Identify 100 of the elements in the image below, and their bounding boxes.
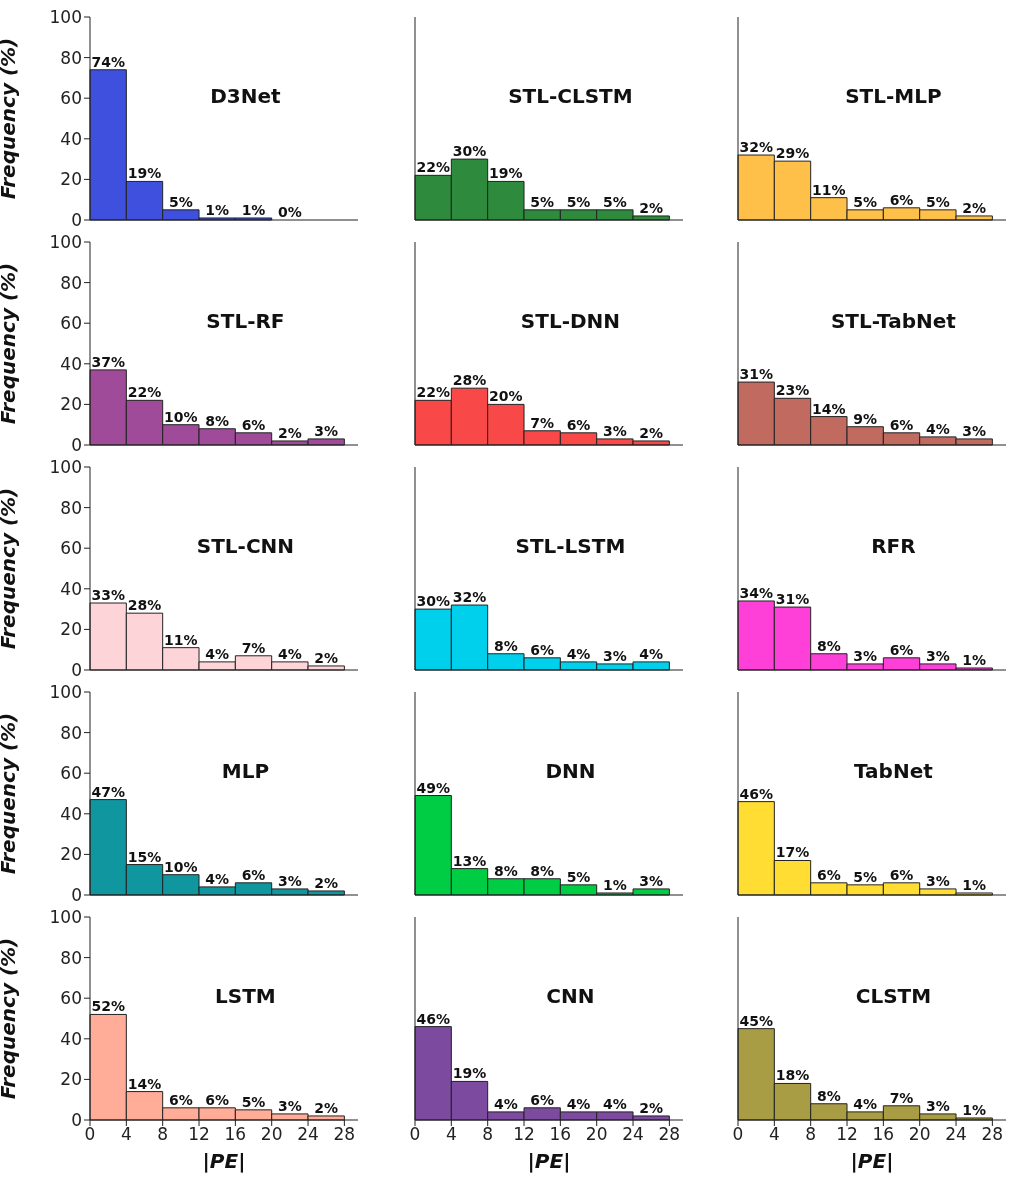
data-label: 5% (602, 193, 627, 210)
data-label: 7% (889, 1089, 914, 1106)
data-label: 4% (853, 1095, 878, 1112)
x-tick-label: 4 (120, 1124, 132, 1145)
data-label: 3% (925, 872, 950, 889)
data-label: 5% (925, 193, 950, 210)
data-label: 1% (602, 876, 627, 893)
data-label: 13% (452, 852, 487, 869)
data-label: 46% (739, 785, 773, 802)
data-label: 46% (416, 1010, 450, 1027)
data-label: 14% (127, 1075, 162, 1092)
y-tick-label: 80 (60, 947, 82, 968)
y-tick-label: 60 (60, 538, 82, 559)
x-tick-label: 24 (297, 1124, 319, 1145)
x-tick-label: 8 (157, 1124, 169, 1145)
data-label: 8% (816, 637, 841, 654)
data-label: 29% (775, 145, 810, 162)
data-label: 3% (277, 872, 302, 889)
data-label: 4% (925, 420, 950, 437)
data-label: 31% (739, 366, 773, 383)
data-label: 6% (168, 1091, 193, 1108)
y-tick-label: 40 (60, 353, 82, 374)
text: CLSTM (854, 983, 933, 1008)
data-label: 49% (416, 779, 450, 796)
data-label: 22% (416, 384, 450, 401)
data-label: 3% (853, 647, 878, 664)
data-label: 11% (812, 181, 846, 198)
data-label: 1% (241, 201, 266, 218)
x-tick-label: 8 (482, 1124, 494, 1145)
data-label: 2% (639, 199, 664, 216)
y-tick-label: 40 (60, 578, 82, 599)
data-label: 6% (530, 1091, 555, 1108)
x-tick-label: 0 (84, 1124, 96, 1145)
x-tick-label: 16 (872, 1124, 895, 1145)
data-label: 4% (493, 1095, 518, 1112)
data-label: 3% (962, 422, 987, 439)
y-tick-label: 40 (60, 128, 82, 149)
data-label: 10% (164, 858, 198, 875)
y-tick-label: 100 (49, 682, 82, 703)
x-tick-label: 24 (622, 1124, 644, 1145)
y-tick-label: 0 (71, 210, 82, 231)
data-label: 5% (241, 1093, 266, 1110)
y-tick-label: 40 (60, 1028, 82, 1049)
data-label: 6% (889, 641, 914, 658)
y-axis-title: Frequency (%) (0, 37, 21, 200)
data-label: 28% (127, 597, 162, 614)
data-label: 3% (639, 872, 664, 889)
text: STL-LSTM (514, 533, 627, 558)
data-label: 30% (416, 593, 450, 610)
data-label: 2% (277, 424, 302, 441)
x-axis-title: |PE| (850, 1149, 894, 1173)
data-label: 3% (602, 422, 627, 439)
y-tick-label: 80 (60, 272, 82, 293)
data-label: 45% (739, 1012, 773, 1029)
x-tick-label: 20 (585, 1124, 608, 1145)
x-tick-label: 0 (409, 1124, 421, 1145)
x-tick-label: 20 (260, 1124, 283, 1145)
data-label: 6% (530, 641, 555, 658)
data-label: 2% (314, 874, 339, 891)
data-label: 10% (164, 408, 198, 425)
data-label: 31% (775, 591, 810, 608)
text: STL-MLP (844, 83, 943, 108)
data-label: 4% (566, 1095, 591, 1112)
data-label: 3% (925, 647, 950, 664)
y-tick-label: 80 (60, 47, 82, 68)
x-tick-label: 28 (658, 1124, 681, 1145)
y-tick-label: 60 (60, 763, 82, 784)
data-label: 6% (889, 191, 914, 208)
data-label: 6% (205, 1091, 230, 1108)
data-label: 7% (241, 639, 266, 656)
data-label: 8% (816, 1087, 841, 1104)
data-label: 37% (91, 353, 125, 370)
data-label: 17% (775, 844, 810, 861)
x-tick-label: 12 (188, 1124, 210, 1145)
text: STL-TabNet (829, 308, 957, 333)
data-label: 3% (277, 1097, 302, 1114)
x-tick-label: 16 (549, 1124, 572, 1145)
data-label: 2% (639, 1099, 664, 1116)
data-label: 52% (91, 998, 125, 1015)
y-axis-title: Frequency (%) (0, 487, 21, 650)
data-label: 28% (452, 372, 487, 389)
data-label: 19% (452, 1065, 487, 1082)
text: TabNet (853, 758, 934, 783)
x-tick-label: 16 (224, 1124, 247, 1145)
data-label: 4% (277, 645, 302, 662)
x-tick-label: 28 (333, 1124, 356, 1145)
data-label: 8% (205, 412, 230, 429)
data-label: 74% (91, 53, 125, 70)
y-tick-label: 100 (49, 7, 82, 28)
data-label: 2% (962, 199, 987, 216)
y-tick-label: 0 (71, 1110, 82, 1131)
text: DNN (544, 758, 597, 783)
y-tick-label: 100 (49, 232, 82, 253)
data-label: 14% (812, 400, 846, 417)
data-label: 5% (530, 193, 555, 210)
data-label: 6% (566, 416, 591, 433)
text: STL-CLSTM (507, 83, 634, 108)
text: STL-CNN (195, 533, 296, 558)
data-label: 1% (962, 876, 987, 893)
y-tick-label: 100 (49, 457, 82, 478)
